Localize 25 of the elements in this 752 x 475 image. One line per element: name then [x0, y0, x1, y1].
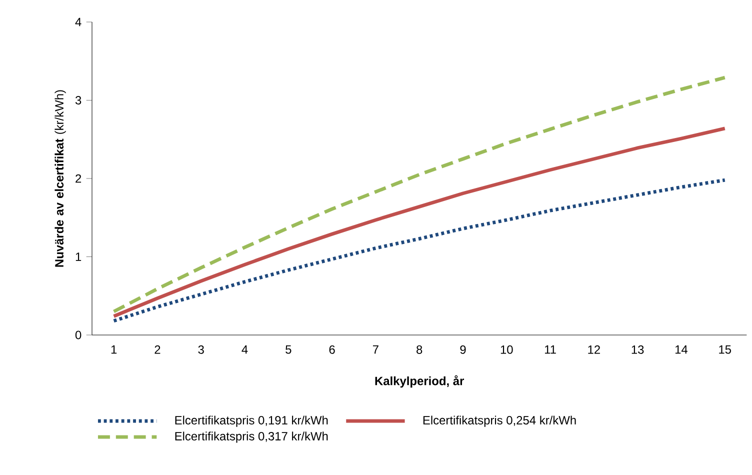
x-tick-label: 8: [416, 345, 422, 354]
x-axis-title: Kalkylperiod, år: [375, 375, 464, 388]
y-tick-label: 4: [75, 18, 82, 26]
x-tick-label: 4: [242, 345, 248, 354]
legend-label: Elcertifikatspris 0,317 kr/kWh: [175, 432, 328, 443]
y-tick-label: 3: [75, 96, 82, 104]
x-tick-label: 11: [544, 345, 556, 354]
y-tick-label: 1: [76, 252, 82, 261]
x-tick-label: 6: [329, 345, 335, 354]
x-tick-label: 13: [632, 345, 644, 354]
x-tick-label: 5: [286, 345, 292, 354]
x-tick-label: 2: [154, 345, 160, 354]
x-tick-label: 12: [588, 345, 600, 354]
x-tick-label: 14: [675, 345, 688, 354]
y-axis-title: Nuvärde av elcertifikat (kr/kWh): [54, 90, 66, 267]
legend-label: Elcertifikatspris 0,191 kr/kWh: [175, 416, 328, 427]
x-tick-label: 9: [460, 345, 466, 354]
x-tick-label: 10: [500, 345, 513, 354]
y-tick-label: 0: [75, 330, 82, 340]
x-tick-label: 15: [719, 345, 731, 354]
y-tick-label: 2: [76, 174, 82, 183]
legend-label: Elcertifikatspris 0,254 kr/kWh: [423, 416, 576, 427]
x-tick-label: 1: [111, 345, 117, 354]
x-tick-label: 7: [372, 345, 378, 354]
x-tick-label: 3: [198, 345, 204, 354]
